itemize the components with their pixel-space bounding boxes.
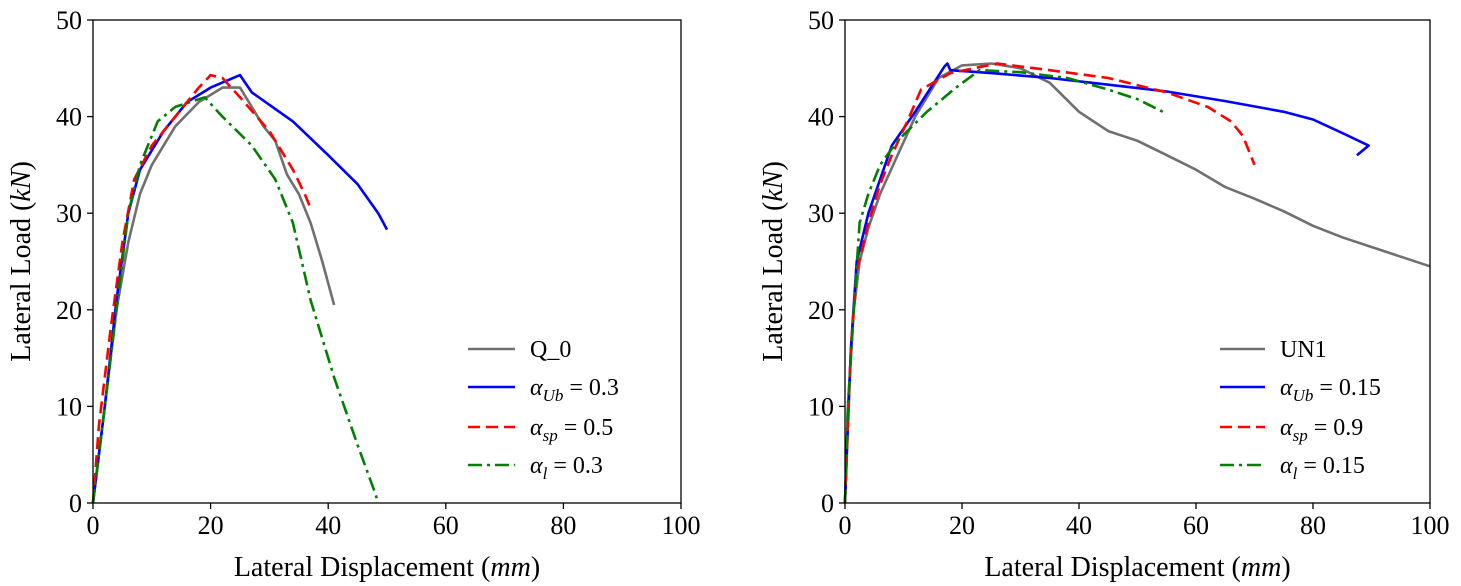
x-axis-label: Lateral Displacement (mm) xyxy=(984,552,1290,583)
legend: UN1 αUb = 0.15 αsp = 0.9 αl = 0.15 xyxy=(1220,337,1381,483)
y-tick-label: 40 xyxy=(56,103,82,132)
x-tick-label: 20 xyxy=(198,511,224,540)
x-tick-label: 20 xyxy=(949,511,975,540)
x-axis-label: Lateral Displacement (mm) xyxy=(234,552,540,583)
y-tick-label: 40 xyxy=(808,103,834,132)
y-tick-label: 50 xyxy=(808,6,834,35)
x-tick-label: 40 xyxy=(315,511,341,540)
legend-label: αsp = 0.5 xyxy=(530,415,613,445)
y-tick-label: 10 xyxy=(56,392,82,421)
legend-label: UN1 xyxy=(1280,337,1327,363)
series-line-3 xyxy=(843,62,1256,504)
x-tick-label: 80 xyxy=(1300,511,1326,540)
y-tick-label: 0 xyxy=(69,489,82,518)
legend-label: Q_0 xyxy=(530,337,571,363)
series-line-1 xyxy=(91,86,336,504)
x-tick-label: 80 xyxy=(550,511,576,540)
y-axis-label: Lateral Load (kN) xyxy=(6,161,37,362)
x-tick-label: 100 xyxy=(1411,511,1450,540)
legend: Q_0 αUb = 0.3 αsp = 0.5 αl = 0.3 xyxy=(468,337,619,483)
y-tick-label: 0 xyxy=(821,489,834,518)
y-tick-label: 30 xyxy=(56,199,82,228)
legend-label: αl = 0.15 xyxy=(1280,453,1365,483)
series-line-4 xyxy=(91,96,380,504)
x-tick-label: 60 xyxy=(433,511,459,540)
legend-label: αl = 0.3 xyxy=(530,453,603,483)
chart-panel-2: 0 20 40 60 80 100 0 10 20 30 40 50 Lateral Displacem… xyxy=(758,6,1450,583)
plot-frame xyxy=(92,19,682,504)
chart-panel-1: 0 20 40 60 80 100 0 10 20 30 40 50 Lateral Displacem… xyxy=(6,6,701,583)
y-tick-label: 20 xyxy=(56,296,82,325)
series-line-4 xyxy=(843,68,1168,504)
y-tick-label: 10 xyxy=(808,392,834,421)
x-tick-label: 0 xyxy=(87,511,100,540)
y-tick-label: 30 xyxy=(808,199,834,228)
y-axis-label: Lateral Load (kN) xyxy=(758,161,789,362)
x-tick-label: 60 xyxy=(1183,511,1209,540)
series-line-1 xyxy=(843,62,1431,504)
legend-label: αUb = 0.15 xyxy=(1280,375,1381,405)
legend-label: αUb = 0.3 xyxy=(530,375,619,405)
legend-label: αsp = 0.9 xyxy=(1280,415,1363,445)
y-tick-label: 20 xyxy=(808,296,834,325)
x-tick-label: 100 xyxy=(662,511,701,540)
x-tick-label: 40 xyxy=(1066,511,1092,540)
series-line-2 xyxy=(91,73,389,504)
series-line-2 xyxy=(843,62,1370,504)
y-tick-label: 50 xyxy=(56,6,82,35)
x-tick-label: 0 xyxy=(839,511,852,540)
series-line-3 xyxy=(91,73,312,504)
plot-frame xyxy=(844,19,1431,504)
